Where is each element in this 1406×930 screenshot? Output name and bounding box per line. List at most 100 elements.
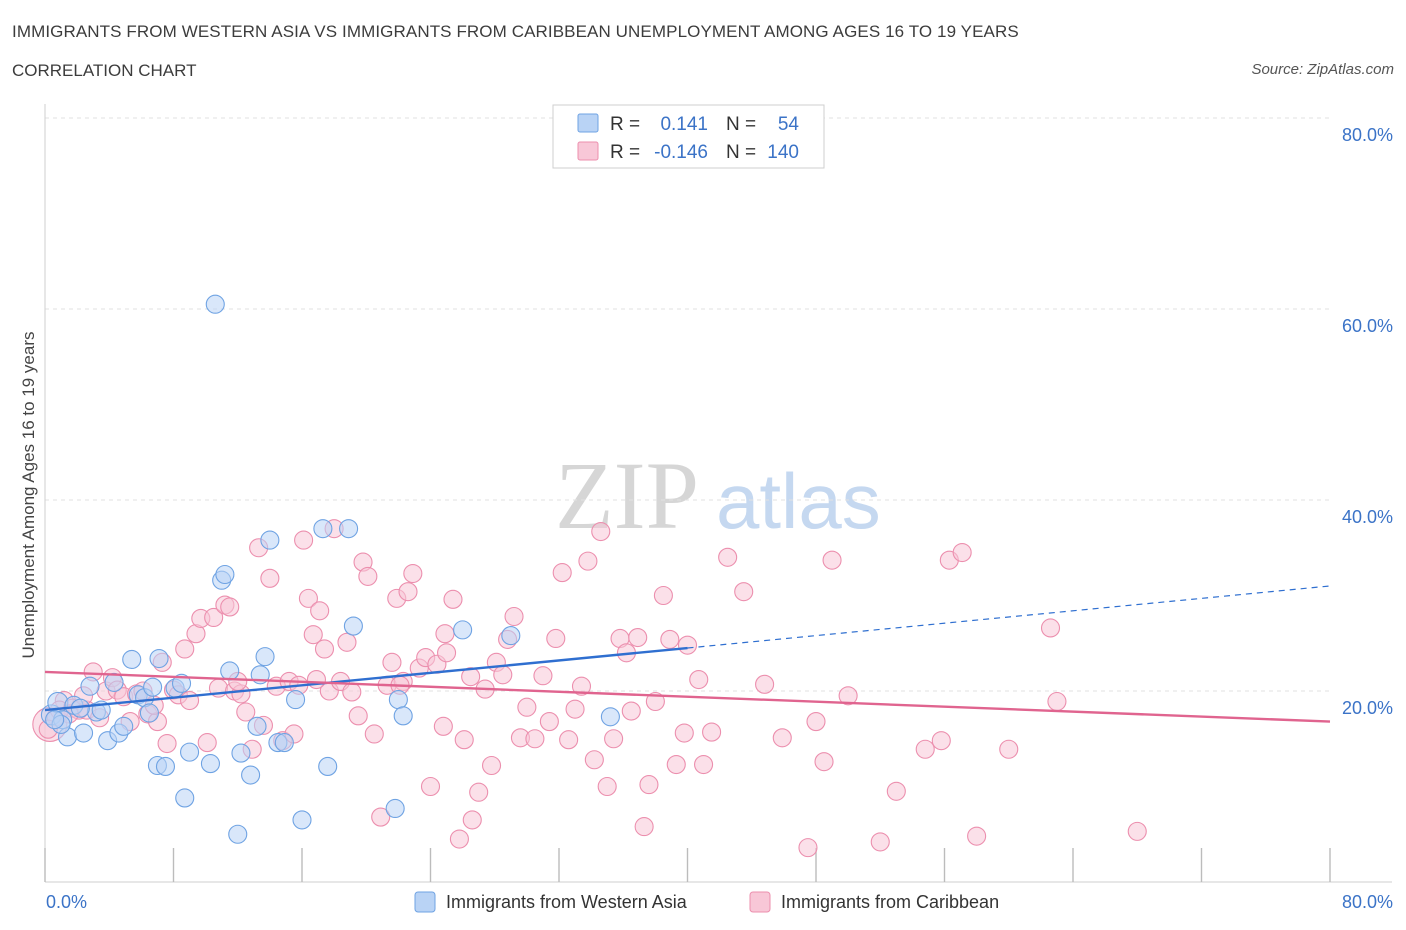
data-point xyxy=(306,669,327,690)
data-point xyxy=(493,665,513,685)
watermark-atlas: atlas xyxy=(716,457,881,545)
data-point xyxy=(645,691,665,712)
data-point xyxy=(175,639,195,659)
data-point xyxy=(565,699,585,719)
data-point xyxy=(274,733,294,753)
tick-labels: 20.0% 40.0% 60.0% 80.0% 0.0% 80.0% xyxy=(46,125,1393,912)
data-point xyxy=(571,676,592,696)
data-point xyxy=(952,542,972,563)
data-point xyxy=(539,712,559,732)
data-point xyxy=(149,648,169,669)
data-point xyxy=(318,756,338,776)
data-point xyxy=(393,706,413,726)
trend-line-western-asia-extension xyxy=(687,585,1331,649)
data-point xyxy=(303,625,323,645)
data-point xyxy=(236,702,256,722)
data-point xyxy=(358,566,378,586)
chart-subtitle: CORRELATION CHART xyxy=(12,61,197,80)
data-point xyxy=(313,519,333,539)
legend-r-label: R = xyxy=(610,142,640,163)
data-point xyxy=(1127,821,1147,841)
data-point xyxy=(260,530,280,550)
data-point xyxy=(298,588,318,608)
data-point xyxy=(674,723,694,743)
data-point xyxy=(689,669,709,690)
data-point xyxy=(634,817,654,837)
data-point xyxy=(639,775,659,795)
data-point xyxy=(666,754,686,775)
data-point xyxy=(772,728,792,748)
data-point xyxy=(525,729,545,749)
data-point xyxy=(734,582,754,602)
data-point xyxy=(241,765,261,785)
data-point xyxy=(798,838,818,858)
western-asia-points xyxy=(40,294,620,844)
data-point xyxy=(45,710,65,730)
series-legend-label-caribbean: Immigrants from Caribbean xyxy=(781,892,999,912)
data-point xyxy=(559,730,579,750)
data-point xyxy=(1040,618,1061,638)
data-point xyxy=(533,666,553,686)
data-point xyxy=(481,755,502,776)
y-tick-label: 40.0% xyxy=(1342,507,1393,527)
data-point xyxy=(822,550,842,570)
source-label: Source: ZipAtlas.com xyxy=(1251,61,1394,78)
data-point xyxy=(453,620,473,640)
y-axis-label: Unemployment Among Ages 16 to 19 years xyxy=(19,332,38,659)
data-point xyxy=(388,690,408,710)
data-point xyxy=(215,564,235,585)
data-point xyxy=(886,781,906,801)
data-point xyxy=(371,807,391,827)
y-tick-label: 80.0% xyxy=(1342,125,1393,145)
data-point xyxy=(343,616,363,636)
data-point xyxy=(80,676,100,696)
data-point xyxy=(1047,691,1067,712)
data-point xyxy=(205,294,225,314)
data-point xyxy=(382,652,402,672)
data-point xyxy=(104,672,124,692)
data-point xyxy=(694,754,714,775)
data-point xyxy=(114,716,134,736)
data-point xyxy=(247,716,267,736)
data-point xyxy=(292,810,312,830)
data-point xyxy=(255,647,275,667)
data-point xyxy=(314,639,335,659)
data-point xyxy=(552,563,572,583)
data-point xyxy=(74,723,94,743)
chart-title: IMMIGRANTS FROM WESTERN ASIA VS IMMIGRAN… xyxy=(12,22,1019,41)
data-point xyxy=(310,601,330,621)
data-point xyxy=(228,824,248,844)
data-point xyxy=(578,551,598,571)
data-point xyxy=(454,730,474,750)
data-point xyxy=(870,832,890,852)
data-point xyxy=(501,626,521,646)
data-point xyxy=(294,530,314,550)
data-point xyxy=(931,731,951,751)
data-point xyxy=(385,798,405,819)
data-point xyxy=(398,582,418,602)
data-point xyxy=(122,649,142,670)
data-point xyxy=(260,568,280,588)
data-point xyxy=(677,635,698,655)
legend-swatch-caribbean xyxy=(577,141,599,161)
data-point xyxy=(718,547,738,567)
legend-r-value: 0.141 xyxy=(660,114,708,135)
y-tick-label: 20.0% xyxy=(1342,698,1393,718)
data-point xyxy=(806,712,826,732)
data-point xyxy=(200,754,220,774)
data-point xyxy=(660,629,680,649)
data-point xyxy=(342,682,362,702)
data-point xyxy=(231,743,251,763)
data-point xyxy=(180,742,200,762)
series-legend-swatch-western-asia xyxy=(414,891,436,913)
series-legend-label-western-asia: Immigrants from Western Asia xyxy=(446,892,688,912)
data-point xyxy=(999,739,1019,759)
data-point xyxy=(155,756,176,776)
data-point xyxy=(591,521,611,542)
data-point xyxy=(584,750,604,770)
data-point xyxy=(339,519,359,539)
data-point xyxy=(197,733,217,753)
data-point xyxy=(814,752,834,772)
data-point xyxy=(437,643,457,663)
